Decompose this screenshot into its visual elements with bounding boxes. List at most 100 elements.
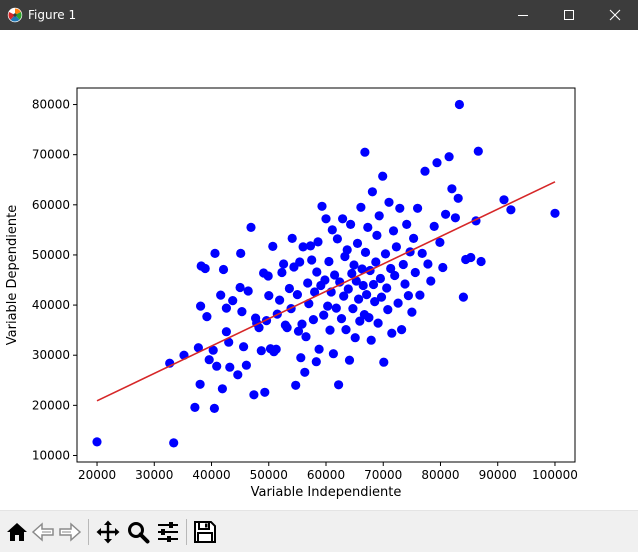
data-point xyxy=(384,197,394,207)
data-point xyxy=(373,318,383,328)
minimize-button[interactable] xyxy=(500,0,546,30)
toolbar-separator xyxy=(186,519,187,545)
data-point xyxy=(233,370,243,380)
data-point xyxy=(429,221,439,231)
pan-icon xyxy=(96,520,120,544)
data-point xyxy=(92,437,102,447)
data-point xyxy=(550,208,560,218)
data-point xyxy=(466,252,476,263)
close-button[interactable] xyxy=(592,0,638,30)
data-point xyxy=(350,333,360,343)
data-point xyxy=(444,152,454,162)
data-point xyxy=(260,387,270,397)
x-tick-label: 40000 xyxy=(192,468,230,482)
data-point xyxy=(391,242,401,252)
data-point xyxy=(263,271,273,281)
data-point xyxy=(295,257,305,267)
figure-canvas[interactable]: 20000 30000 40000 50000 60000 70000 80000 90000… xyxy=(0,30,638,510)
data-point xyxy=(241,360,251,370)
data-point xyxy=(336,314,347,324)
data-point xyxy=(415,290,425,300)
data-point xyxy=(371,257,381,267)
zoom-button[interactable] xyxy=(126,520,150,544)
data-point xyxy=(420,166,430,176)
data-point xyxy=(221,303,231,313)
data-point xyxy=(382,283,392,293)
data-point xyxy=(327,225,337,235)
data-point xyxy=(362,290,372,300)
data-point xyxy=(374,211,384,221)
data-point xyxy=(360,247,371,257)
pan-button[interactable] xyxy=(96,520,120,544)
configure-subplots-button[interactable] xyxy=(156,520,180,544)
scatter-chart: 20000 30000 40000 50000 60000 70000 80000 90000… xyxy=(5,87,578,500)
data-point xyxy=(367,187,377,197)
data-point xyxy=(196,301,206,311)
save-icon xyxy=(194,521,216,543)
data-point xyxy=(379,357,389,367)
minimize-icon xyxy=(518,15,528,16)
y-tick-label: 70000 xyxy=(32,148,70,162)
navigation-toolbar xyxy=(0,510,638,552)
data-point xyxy=(209,403,219,413)
data-point xyxy=(324,256,334,267)
data-point xyxy=(435,237,445,247)
data-point xyxy=(387,328,397,338)
data-point xyxy=(426,276,436,286)
x-tick-label: 70000 xyxy=(364,468,402,482)
data-point xyxy=(378,171,388,181)
data-point xyxy=(246,222,256,232)
save-button[interactable] xyxy=(193,520,217,544)
data-point xyxy=(249,390,259,400)
data-point xyxy=(348,304,358,314)
data-point xyxy=(417,248,427,258)
fit-line-layer xyxy=(96,181,556,402)
data-point xyxy=(293,326,304,336)
data-point xyxy=(331,303,341,313)
data-point xyxy=(450,213,460,223)
data-point xyxy=(458,292,468,302)
data-point xyxy=(298,242,308,252)
data-point xyxy=(397,325,407,335)
data-point xyxy=(307,255,317,265)
data-point xyxy=(216,290,226,300)
data-point xyxy=(204,355,214,365)
data-point xyxy=(349,260,359,270)
data-point xyxy=(398,259,408,270)
data-point xyxy=(202,312,212,322)
data-point xyxy=(356,202,366,212)
data-point xyxy=(343,284,353,294)
data-point xyxy=(310,287,320,297)
data-point xyxy=(212,361,222,371)
x-tick-label: 60000 xyxy=(307,468,345,482)
close-icon xyxy=(609,9,621,21)
home-button[interactable] xyxy=(5,520,29,544)
data-point xyxy=(292,290,302,300)
data-point xyxy=(210,248,220,258)
data-point xyxy=(393,298,403,308)
data-point xyxy=(313,237,323,247)
data-point xyxy=(314,344,324,354)
maximize-button[interactable] xyxy=(546,0,592,30)
home-icon xyxy=(7,523,27,541)
data-point xyxy=(323,301,333,311)
data-point xyxy=(364,313,374,323)
data-point xyxy=(235,282,245,293)
data-point xyxy=(352,238,363,248)
data-point xyxy=(218,264,229,275)
data-point xyxy=(208,345,218,355)
data-point xyxy=(432,158,442,168)
data-point xyxy=(332,234,342,244)
forward-button[interactable] xyxy=(58,520,82,544)
plot-area xyxy=(76,87,576,463)
data-point xyxy=(325,325,335,335)
data-point xyxy=(330,270,340,280)
data-point xyxy=(221,327,231,337)
data-point xyxy=(284,283,294,294)
data-point xyxy=(237,307,247,317)
data-point xyxy=(395,203,405,213)
data-point xyxy=(217,384,227,394)
y-tick-label: 50000 xyxy=(32,248,70,262)
data-point xyxy=(341,325,351,335)
back-button[interactable] xyxy=(31,520,55,544)
